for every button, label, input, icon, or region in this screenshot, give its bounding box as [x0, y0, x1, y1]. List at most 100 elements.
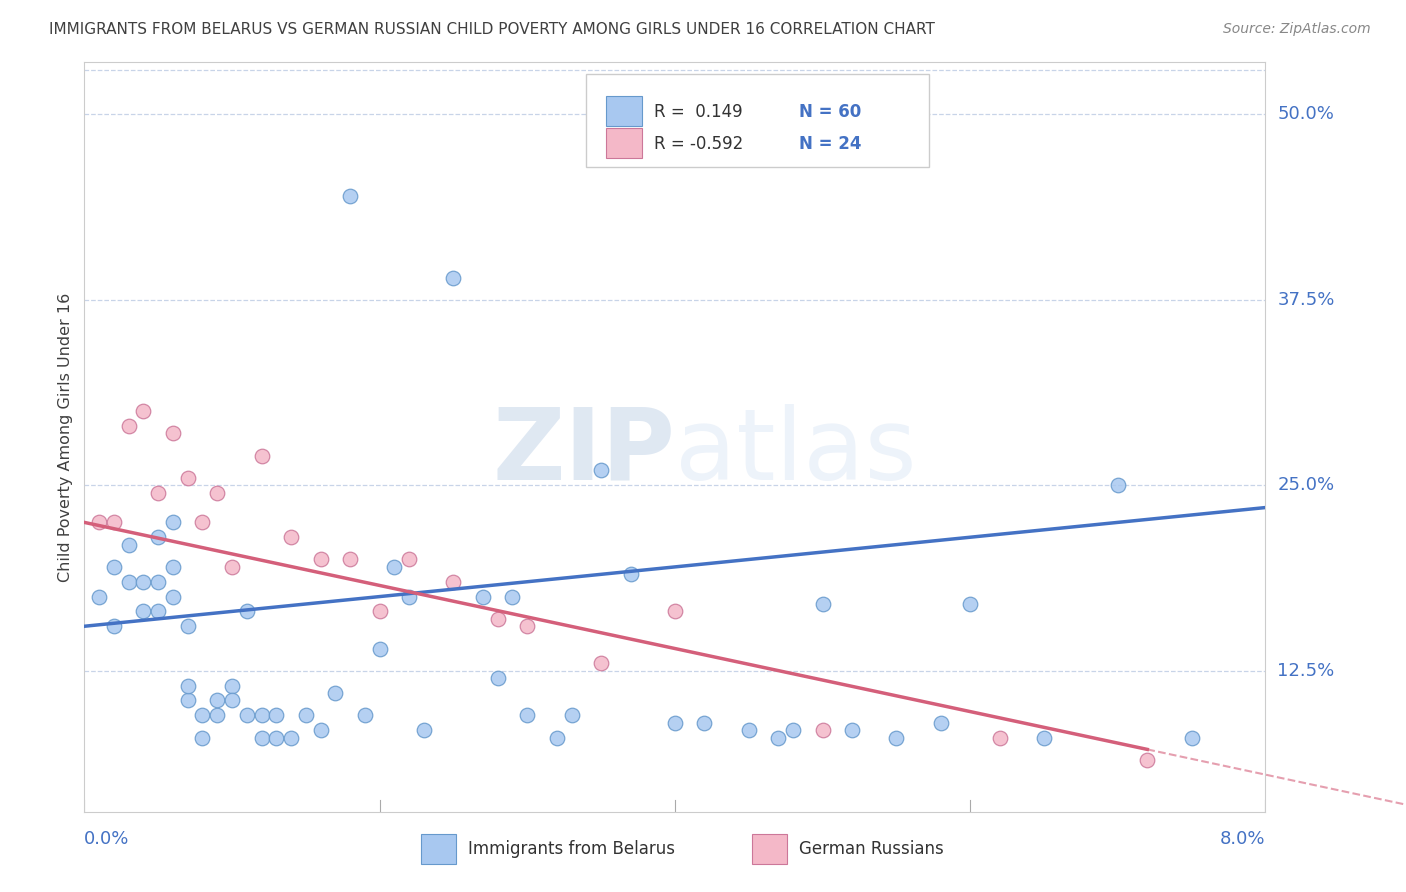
Point	[235, 708, 259, 723]
Point	[591, 463, 613, 477]
Point	[486, 612, 509, 626]
Point	[959, 597, 981, 611]
Point	[191, 516, 214, 530]
Text: 25.0%: 25.0%	[1277, 476, 1334, 494]
Point	[264, 708, 288, 723]
Text: Immigrants from Belarus: Immigrants from Belarus	[468, 840, 675, 858]
Point	[162, 590, 184, 604]
Point	[132, 404, 155, 418]
Point	[768, 731, 790, 745]
Point	[561, 708, 583, 723]
Point	[782, 723, 804, 738]
Text: 0.0%: 0.0%	[84, 830, 129, 847]
Point	[87, 516, 111, 530]
Text: N = 60: N = 60	[799, 103, 860, 121]
FancyBboxPatch shape	[606, 96, 641, 126]
Point	[988, 731, 1011, 745]
Point	[339, 189, 361, 203]
Point	[207, 485, 229, 500]
Point	[162, 426, 184, 441]
Point	[177, 471, 200, 485]
Point	[280, 731, 302, 745]
Text: 12.5%: 12.5%	[1277, 662, 1334, 680]
Point	[309, 552, 332, 566]
Y-axis label: Child Poverty Among Girls Under 16: Child Poverty Among Girls Under 16	[58, 293, 73, 582]
Point	[162, 516, 184, 530]
Point	[250, 708, 273, 723]
FancyBboxPatch shape	[586, 74, 929, 168]
Point	[148, 574, 170, 589]
Point	[148, 604, 170, 618]
Point	[619, 567, 641, 582]
Point	[1033, 731, 1056, 745]
Point	[325, 686, 347, 700]
Point	[1107, 478, 1129, 492]
FancyBboxPatch shape	[606, 128, 641, 159]
Point	[398, 590, 420, 604]
Text: IMMIGRANTS FROM BELARUS VS GERMAN RUSSIAN CHILD POVERTY AMONG GIRLS UNDER 16 COR: IMMIGRANTS FROM BELARUS VS GERMAN RUSSIA…	[49, 22, 935, 37]
Point	[664, 604, 686, 618]
Text: atlas: atlas	[675, 403, 917, 500]
Point	[693, 715, 716, 730]
Point	[87, 590, 111, 604]
Point	[664, 715, 686, 730]
Point	[264, 731, 288, 745]
Point	[502, 590, 524, 604]
Point	[132, 604, 155, 618]
Text: ZIP: ZIP	[492, 403, 675, 500]
Point	[811, 723, 834, 738]
Point	[354, 708, 377, 723]
Point	[443, 574, 465, 589]
Point	[207, 708, 229, 723]
Point	[191, 731, 214, 745]
Point	[148, 485, 170, 500]
Point	[103, 516, 125, 530]
Point	[177, 679, 200, 693]
Point	[929, 715, 952, 730]
Point	[1136, 753, 1159, 767]
Point	[132, 574, 155, 589]
Point	[886, 731, 908, 745]
Point	[250, 731, 273, 745]
Point	[368, 641, 391, 656]
Point	[118, 419, 141, 434]
Point	[1181, 731, 1204, 745]
Point	[162, 560, 184, 574]
Point	[486, 671, 509, 685]
Point	[191, 708, 214, 723]
Point	[811, 597, 834, 611]
Text: Source: ZipAtlas.com: Source: ZipAtlas.com	[1223, 22, 1371, 37]
Point	[591, 657, 613, 671]
Point	[250, 449, 273, 463]
Point	[546, 731, 568, 745]
Point	[339, 552, 361, 566]
Point	[207, 693, 229, 707]
Point	[177, 693, 200, 707]
Point	[148, 530, 170, 544]
Point	[221, 679, 243, 693]
Point	[221, 693, 243, 707]
Point	[309, 723, 332, 738]
Point	[295, 708, 318, 723]
Point	[413, 723, 436, 738]
Point	[738, 723, 761, 738]
Point	[443, 270, 465, 285]
FancyBboxPatch shape	[752, 834, 787, 864]
Point	[177, 619, 200, 633]
Point	[841, 723, 863, 738]
Point	[118, 538, 141, 552]
Point	[103, 560, 125, 574]
Text: R =  0.149: R = 0.149	[654, 103, 742, 121]
Point	[235, 604, 259, 618]
Text: N = 24: N = 24	[799, 135, 862, 153]
Point	[384, 560, 406, 574]
Text: 37.5%: 37.5%	[1277, 291, 1334, 309]
Text: 8.0%: 8.0%	[1220, 830, 1265, 847]
Point	[516, 619, 538, 633]
Text: R = -0.592: R = -0.592	[654, 135, 742, 153]
Point	[516, 708, 538, 723]
Point	[472, 590, 495, 604]
Point	[118, 574, 141, 589]
FancyBboxPatch shape	[420, 834, 457, 864]
Point	[368, 604, 391, 618]
